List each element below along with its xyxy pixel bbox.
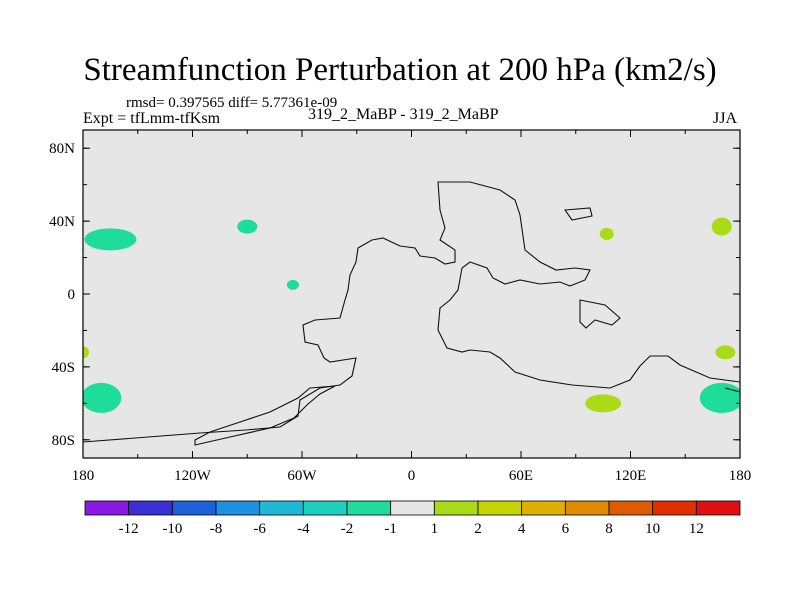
positive-blob-4	[599, 227, 614, 240]
colorbar-label: 2	[474, 521, 482, 537]
colorbar-label: -10	[162, 521, 182, 537]
colorbar-label: -8	[210, 521, 223, 537]
colorbar-label: -6	[253, 521, 266, 537]
colorbar-swatch	[259, 500, 304, 516]
experiment-label: Expt = tfLmm-tfKsm	[83, 110, 221, 127]
continent-outline-ne	[563, 207, 593, 221]
y-tick-label: 40S	[52, 360, 75, 376]
continent-outline-south	[194, 385, 336, 446]
colorbar-label: -12	[119, 521, 139, 537]
colorbar-swatch	[477, 500, 523, 516]
colorbar-swatch	[521, 500, 566, 516]
positive-blob-5	[83, 346, 89, 359]
negative-blob-4	[83, 382, 122, 413]
positive-blob-3	[711, 217, 732, 236]
x-tick-label: 180	[72, 468, 95, 484]
negative-blob-2	[237, 219, 258, 234]
colorbar-swatch	[390, 500, 435, 516]
colorbar-swatch	[302, 500, 348, 516]
continent-outline-east	[579, 299, 621, 329]
colorbar-swatch	[695, 500, 741, 516]
x-tick-label: 60W	[287, 468, 317, 484]
chart-title: Streamfunction Perturbation at 200 hPa (…	[83, 52, 717, 88]
colorbar-swatch	[84, 500, 130, 516]
colorbar-swatch	[171, 500, 217, 516]
colorbar-swatch	[215, 500, 261, 516]
colorbar-label: 1	[431, 521, 439, 537]
x-tick-label: 0	[408, 468, 416, 484]
x-tick-label: 120E	[615, 468, 647, 484]
season-label: JJA	[713, 110, 738, 127]
y-tick-label: 0	[68, 287, 76, 303]
case-label: 319_2_MaBP - 319_2_MaBP	[308, 106, 499, 123]
negative-blob-5	[699, 382, 740, 413]
colorbar-label: -4	[297, 521, 310, 537]
x-tick-label: 180	[729, 468, 752, 484]
colorbar-label: 6	[562, 521, 570, 537]
colorbar-swatch	[608, 500, 654, 516]
positive-blob-1	[585, 394, 622, 413]
stats-label: rmsd= 0.397565 diff= 5.77361e-09	[126, 95, 338, 111]
colorbar-label: 12	[689, 521, 704, 537]
y-tick-label: 40N	[49, 214, 75, 230]
negative-blob-3	[286, 279, 299, 290]
colorbar-label: 8	[605, 521, 613, 537]
colorbar-label: 10	[645, 521, 660, 537]
colorbar-label: -1	[384, 521, 397, 537]
colorbar-swatch	[433, 500, 479, 516]
colorbar-swatch	[346, 500, 392, 516]
colorbar-swatch	[128, 500, 173, 516]
x-tick-label: 60E	[509, 468, 533, 484]
x-tick-label: 120W	[174, 468, 212, 484]
y-tick-label: 80S	[52, 433, 75, 449]
colorbar-swatch	[652, 500, 697, 516]
continent-outline-americas	[83, 181, 740, 443]
negative-blob-1	[84, 228, 137, 251]
continent-outline-edge	[724, 387, 740, 440]
colorbar-label: 4	[518, 521, 526, 537]
positive-blob-2	[715, 345, 736, 360]
colorbar-label: -2	[341, 521, 354, 537]
y-tick-label: 80N	[49, 141, 75, 157]
colorbar-swatch	[564, 500, 610, 516]
plot-background	[83, 130, 740, 458]
continent-outlines	[83, 181, 740, 446]
